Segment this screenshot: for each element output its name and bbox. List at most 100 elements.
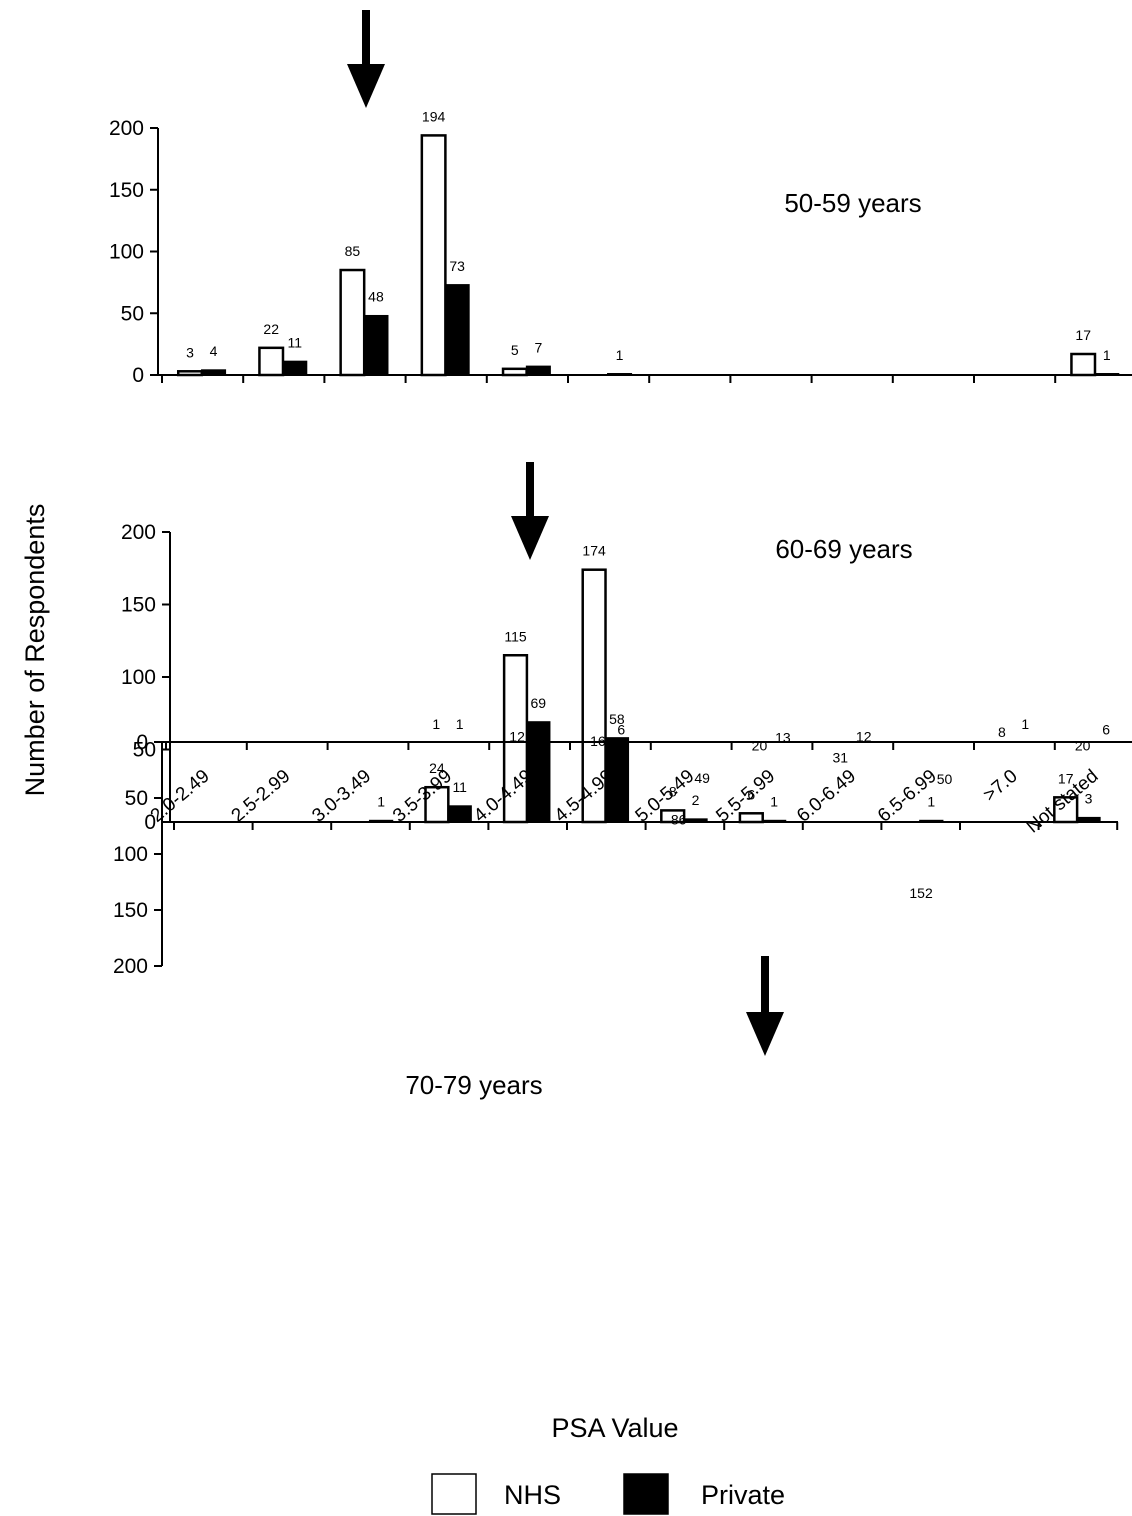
y-tick-label: 200 bbox=[121, 521, 156, 544]
bar-private bbox=[761, 819, 787, 823]
data-label-nhs: 22 bbox=[263, 321, 279, 337]
bar-nhs bbox=[339, 268, 366, 377]
data-label-private: 6 bbox=[617, 722, 625, 738]
panel-label: 50-59 years bbox=[784, 188, 921, 218]
data-label-private: 13 bbox=[775, 730, 791, 746]
y-tick-label: 150 bbox=[113, 899, 148, 922]
bar-private bbox=[683, 818, 708, 823]
data-label-nhs: 20 bbox=[1075, 737, 1091, 753]
data-label-private: 73 bbox=[449, 258, 465, 274]
x-axis-title: PSA Value bbox=[551, 1413, 678, 1443]
data-label-nhs: 85 bbox=[345, 243, 361, 259]
data-label-nhs: 20 bbox=[752, 737, 768, 753]
data-label-nhs: 3 bbox=[186, 344, 194, 360]
bar-nhs bbox=[176, 370, 204, 377]
y-tick-label: 100 bbox=[113, 843, 148, 866]
legend-swatch-nhs bbox=[431, 1473, 477, 1515]
y-tick-label: 150 bbox=[109, 179, 144, 202]
data-label-nhs: 17 bbox=[1075, 327, 1091, 343]
x-tick-label: 6.0-6.49 bbox=[793, 766, 860, 827]
bar-private bbox=[282, 360, 308, 376]
data-label-private: 1 bbox=[377, 794, 385, 810]
bar-private bbox=[525, 365, 551, 376]
bar-nhs bbox=[1053, 796, 1079, 824]
x-tick-label: 2.0-2.49 bbox=[147, 766, 214, 827]
x-tick-label: 3.0-3.49 bbox=[308, 766, 375, 827]
bar-private bbox=[444, 284, 470, 376]
y-tick-label: 200 bbox=[113, 955, 148, 978]
data-label-nhs: 16 bbox=[590, 733, 606, 749]
legend-label-nhs: NHS bbox=[504, 1480, 561, 1510]
chart-panel-1: 0 50 100 150 200 3 4 22 11 85 48 194 73 5 7 1 17 1 50-59 y… bbox=[109, 10, 1132, 387]
data-label-private: 6 bbox=[537, 722, 545, 738]
data-label-nhs: 194 bbox=[422, 108, 446, 124]
bar-nhs bbox=[420, 134, 447, 377]
data-label-nhs: 31 bbox=[832, 750, 848, 766]
bar-nhs bbox=[501, 367, 528, 377]
data-label-private: 6 bbox=[1102, 722, 1110, 738]
data-label-nhs: 12 bbox=[509, 728, 525, 744]
arrow-head bbox=[511, 516, 549, 560]
data-label-nhs: 8 bbox=[998, 724, 1006, 740]
bar-private bbox=[526, 721, 551, 823]
bar-private bbox=[604, 737, 630, 823]
data-label-private: 7 bbox=[534, 339, 542, 355]
data-label-private: 1 bbox=[616, 347, 624, 363]
y-tick-label: 0 bbox=[136, 731, 148, 754]
y-tick-label: 200 bbox=[109, 117, 144, 140]
y-tick-label: 100 bbox=[121, 666, 156, 689]
y-tick-label: 150 bbox=[121, 594, 156, 617]
y-tick-label: 50 bbox=[133, 739, 156, 762]
x-tick-label: 2.5-2.99 bbox=[228, 766, 295, 827]
bar-private bbox=[1076, 816, 1101, 823]
data-label-private: 49 bbox=[694, 770, 710, 786]
data-label-private: 1 bbox=[1103, 347, 1111, 363]
y-tick-label: 0 bbox=[132, 364, 144, 387]
y-tick-label: 50 bbox=[121, 302, 144, 325]
data-label-private: 69 bbox=[531, 695, 547, 711]
data-label-private: 11 bbox=[287, 334, 302, 350]
data-label-nhs: 8 bbox=[669, 783, 677, 799]
bar-nhs bbox=[424, 785, 450, 824]
data-label-private: 48 bbox=[368, 289, 384, 305]
data-label-nhs: 86 bbox=[671, 811, 687, 827]
y-tick-label: 0 bbox=[144, 811, 156, 834]
data-label-private: 3 bbox=[1085, 791, 1093, 807]
data-label-private: 2 bbox=[692, 792, 700, 808]
data-label-private: 58 bbox=[609, 711, 625, 727]
data-label-nhs: 24 bbox=[429, 760, 445, 776]
data-label-private: 50 bbox=[937, 771, 953, 787]
data-label-nhs: 5 bbox=[511, 342, 519, 358]
bar-private bbox=[201, 369, 227, 376]
data-label-private: 1 bbox=[927, 794, 935, 810]
bar-nhs bbox=[1070, 352, 1097, 377]
y-tick-label: 100 bbox=[109, 241, 144, 264]
data-label-nhs: 17 bbox=[1058, 770, 1074, 786]
legend-swatch-private bbox=[623, 1473, 669, 1515]
y-axis-title: Number of Respondents bbox=[20, 504, 50, 797]
bar-private bbox=[447, 805, 472, 823]
data-label-private: 4 bbox=[210, 343, 218, 359]
bar-nhs bbox=[660, 809, 686, 824]
data-label-private: 11 bbox=[452, 779, 467, 795]
bar-private bbox=[368, 819, 394, 823]
data-label-nhs: 174 bbox=[582, 543, 606, 559]
data-label-nhs: 6 bbox=[747, 786, 755, 802]
legend: NHS Private bbox=[431, 1473, 785, 1515]
y-tick-label: 50 bbox=[125, 787, 148, 810]
bar-nhs bbox=[258, 346, 285, 377]
bar-nhs bbox=[581, 568, 607, 824]
data-label-private: 1 bbox=[1021, 716, 1029, 732]
panel-label: 60-69 years bbox=[775, 534, 912, 564]
data-label-nhs: 1 bbox=[432, 716, 440, 732]
data-label-nhs: 152 bbox=[909, 885, 933, 901]
arrow-head bbox=[347, 64, 385, 108]
arrow-head bbox=[746, 1012, 784, 1056]
bar-private bbox=[607, 373, 633, 376]
data-label-nhs: 115 bbox=[504, 628, 527, 644]
data-label-private: 1 bbox=[456, 716, 464, 732]
bar-private bbox=[363, 314, 389, 376]
